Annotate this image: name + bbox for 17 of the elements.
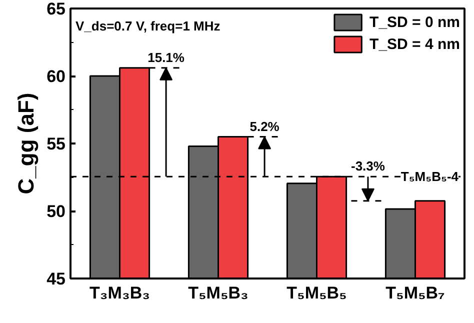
annotation: V_ds=0.7 V, freq=1 MHz bbox=[76, 18, 221, 34]
y-axis-title: C_gg (aF) bbox=[14, 92, 39, 194]
annotation: 15.1% bbox=[148, 50, 185, 65]
x-tick-label: T₃M₃B₃ bbox=[90, 284, 150, 302]
x-tick-label: T₅M₅B₃ bbox=[188, 284, 248, 302]
y-tick-label: 50 bbox=[46, 202, 66, 221]
x-tick-label: T₅M₅B₇ bbox=[386, 284, 446, 302]
y-tick-label: 65 bbox=[46, 0, 66, 18]
annotation: -3.3% bbox=[350, 158, 386, 174]
annotation: 5.2% bbox=[250, 118, 280, 134]
y-tick-label: 60 bbox=[46, 67, 66, 86]
legend-label: T_SD = 4 nm bbox=[370, 36, 460, 52]
ref-line-label: T₅M₅B₅-4 bbox=[400, 169, 460, 184]
legend-label: T_SD = 0 nm bbox=[370, 14, 460, 30]
y-tick-label: 45 bbox=[46, 270, 66, 288]
y-tick-label: 55 bbox=[46, 134, 66, 154]
x-tick-label: T₅M₅B₅ bbox=[286, 284, 347, 302]
